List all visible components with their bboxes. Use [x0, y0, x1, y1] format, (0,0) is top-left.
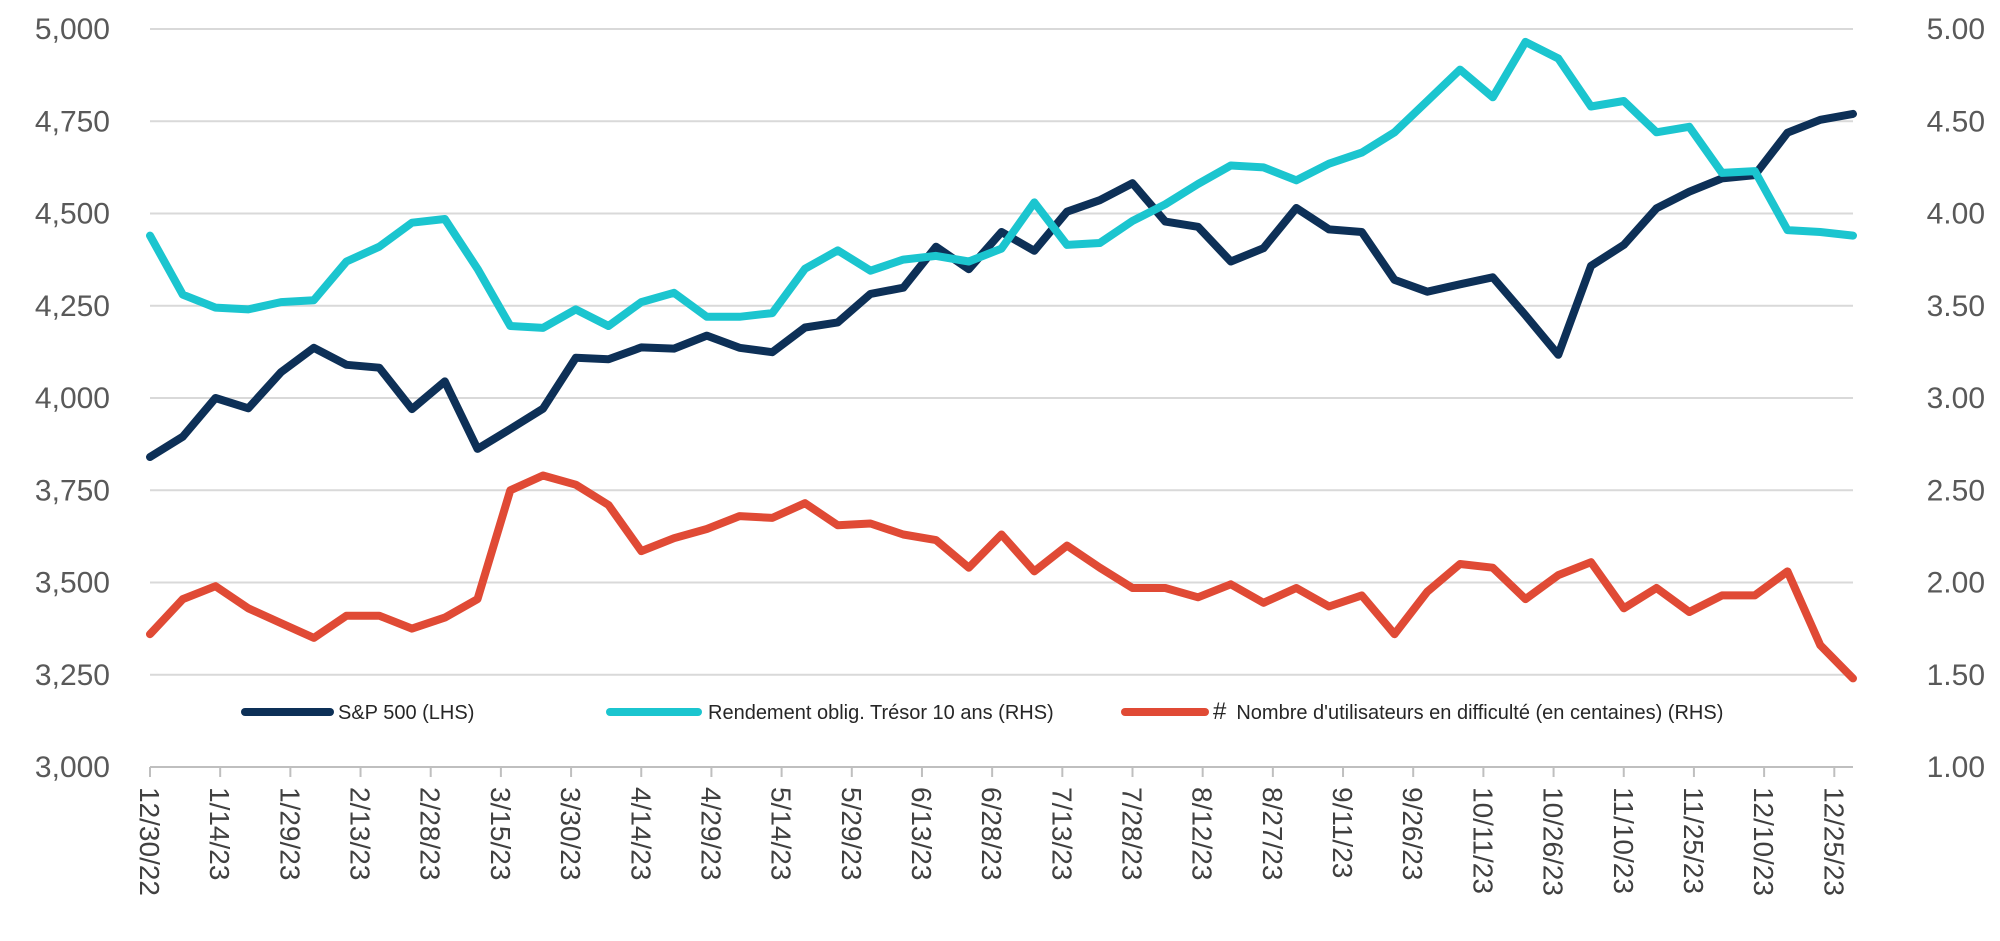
right-tick-label: 2.50 — [1927, 474, 1985, 507]
right-tick-label: 4.50 — [1927, 105, 1985, 138]
series-line-2 — [146, 471, 1857, 683]
x-tick-label: 12/25/23 — [1818, 787, 1849, 896]
left-y-axis: 3,000 3,250 3,500 3,750 4,000 4,250 4,500 4,750… — [35, 13, 110, 784]
right-tick-label: 3.00 — [1927, 382, 1985, 415]
left-tick-label: 4,250 — [35, 290, 110, 323]
x-tick-label: 3/15/23 — [485, 787, 516, 880]
legend-hash-glyph: # — [1213, 698, 1227, 725]
legend-label-struggling-users: # Nombre d'utilisateurs en difficulté (en… — [1213, 698, 1723, 725]
left-tick-label: 4,750 — [35, 105, 110, 138]
x-tick-label: 5/14/23 — [766, 787, 797, 880]
series-lines — [146, 37, 1857, 683]
x-tick-label: 12/30/22 — [134, 787, 165, 896]
x-tick-label: 11/25/23 — [1678, 787, 1709, 894]
x-tick-label: 5/29/23 — [836, 787, 867, 880]
x-tick-label: 12/10/23 — [1748, 787, 1779, 896]
x-tick-label: 9/11/23 — [1327, 787, 1358, 878]
x-tick-label: 6/28/23 — [976, 787, 1007, 880]
left-tick-label: 3,500 — [35, 567, 110, 600]
x-tick-label: 1/29/23 — [274, 787, 305, 880]
x-axis: 12/30/22 1/14/23 1/29/23 2/13/23 2/28/23 3/15… — [134, 766, 1853, 896]
right-tick-label: 2.00 — [1927, 567, 1985, 600]
right-tick-label: 5.00 — [1927, 13, 1985, 46]
legend-label-sp500: S&P 500 (LHS) — [338, 702, 474, 724]
x-tick-label: 9/26/23 — [1397, 787, 1428, 880]
series-line-0 — [146, 109, 1857, 461]
x-tick-label: 3/30/23 — [555, 787, 586, 880]
x-tick-label: 2/13/23 — [345, 787, 376, 880]
left-tick-label: 3,000 — [35, 751, 110, 784]
legend: S&P 500 (LHS) Rendement oblig. Trésor 10… — [241, 698, 1723, 725]
legend-label-struggling-users-text: Nombre d'utilisateurs en difficulté (en … — [1236, 702, 1723, 724]
right-tick-label: 3.50 — [1927, 290, 1985, 323]
series-line-1 — [146, 37, 1857, 332]
left-tick-label: 5,000 — [35, 13, 110, 46]
right-tick-label: 4.00 — [1927, 198, 1985, 231]
x-tick-label: 1/14/23 — [204, 787, 235, 880]
left-tick-label: 3,250 — [35, 659, 110, 692]
left-tick-label: 3,750 — [35, 474, 110, 507]
legend-label-treasury-yield: Rendement oblig. Trésor 10 ans (RHS) — [708, 702, 1054, 724]
x-tick-label: 8/12/23 — [1187, 787, 1218, 880]
x-tick-label: 10/26/23 — [1538, 787, 1569, 896]
x-tick-label: 6/13/23 — [906, 787, 937, 880]
left-tick-label: 4,500 — [35, 198, 110, 231]
x-tick-label: 7/13/23 — [1046, 787, 1077, 880]
x-tick-label: 4/14/23 — [625, 787, 656, 880]
left-tick-label: 4,000 — [35, 382, 110, 415]
x-tick-label: 8/27/23 — [1257, 787, 1288, 880]
x-tick-label: 2/28/23 — [415, 787, 446, 880]
gridlines — [150, 28, 1853, 768]
right-tick-label: 1.50 — [1927, 659, 1985, 692]
x-tick-label: 10/11/23 — [1467, 787, 1498, 894]
x-tick-label: 7/28/23 — [1117, 787, 1148, 880]
x-tick-label: 4/29/23 — [695, 787, 726, 880]
x-tick-label: 11/10/23 — [1608, 787, 1639, 894]
right-y-axis: 1.00 1.50 2.00 2.50 3.00 3.50 4.00 4.50 5.00 — [1927, 13, 1985, 784]
right-tick-label: 1.00 — [1927, 751, 1985, 784]
